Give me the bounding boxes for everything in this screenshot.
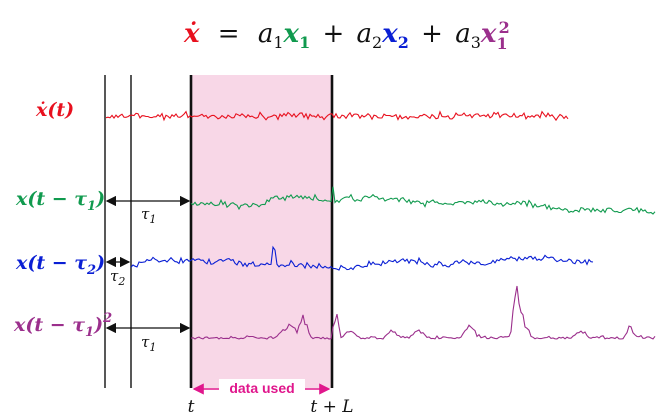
eq-a3-sub: 3 [471,33,481,52]
eq-a1-sub: 1 [273,33,283,52]
series-lag-tau2 [130,245,594,271]
label-lag-tau1-close: ) [95,188,105,210]
tau2-label: τ2 [110,267,125,288]
eq-x2-sub: 2 [398,33,409,52]
series-xdot [105,110,569,122]
label-lag-tau1-sub: 1 [87,199,96,214]
eq-x1sq: x [480,19,497,49]
series-lag-tau1-squared [190,285,656,340]
eq-plus-2: + [421,19,443,49]
tau1-lower-label: τ1 [141,333,156,354]
label-lag-tau2-main: x(t − τ [15,252,87,274]
eq-a2-sub: 2 [372,33,382,52]
eq-x1: x [283,19,300,49]
label-lag-tau1sq-main: x(t − τ [13,314,85,336]
eq-plus-1: + [322,19,344,49]
label-lag-tau2-close: ) [95,252,105,274]
label-lag-tau2-sub: 2 [86,263,96,278]
series-lag-tau1 [190,186,656,215]
eq-a3: a [455,19,471,49]
equation: ẋ = a1x1 + a2x2 + a3x12 [183,18,510,55]
tau2-sub: 2 [117,275,125,288]
tau1-symbol: τ [141,205,150,223]
label-lag-tau2: x(t − τ2) [15,252,105,278]
label-lag-tau1sq-close: ) [93,314,103,336]
eq-a2: a [357,19,373,49]
eq-x1sq-sup: 2 [499,18,510,37]
tau1-lower-sub: 1 [149,341,156,354]
data-window-shade [191,75,332,388]
tau2-symbol: τ [110,267,119,285]
eq-a1: a [258,19,274,49]
eq-equals: = [218,19,240,49]
tau1-label: τ1 [141,205,156,226]
eq-x2: x [381,19,398,49]
data-used-label-bg [219,379,305,397]
label-lag-tau1sq-sup: 2 [102,311,112,326]
eq-x1-sub: 1 [299,33,310,52]
label-lag-tau1: x(t − τ1) [15,188,105,214]
label-lag-tau1-main: x(t − τ [15,188,87,210]
data-used-label: data used [229,380,294,396]
eq-x1sq-sub: 1 [496,34,507,53]
label-lag-tau1-squared: x(t − τ1)2 [13,311,112,340]
tau1-sub: 1 [149,213,156,226]
tick-t: t [188,397,195,415]
eq-xdot: ẋ [183,19,200,49]
tick-t-plus-L: t + L [310,397,353,415]
tau1-lower-symbol: τ [141,333,150,351]
label-lag-tau1sq-sub: 1 [85,325,94,340]
label-xdot: ẋ(t) [35,99,74,121]
